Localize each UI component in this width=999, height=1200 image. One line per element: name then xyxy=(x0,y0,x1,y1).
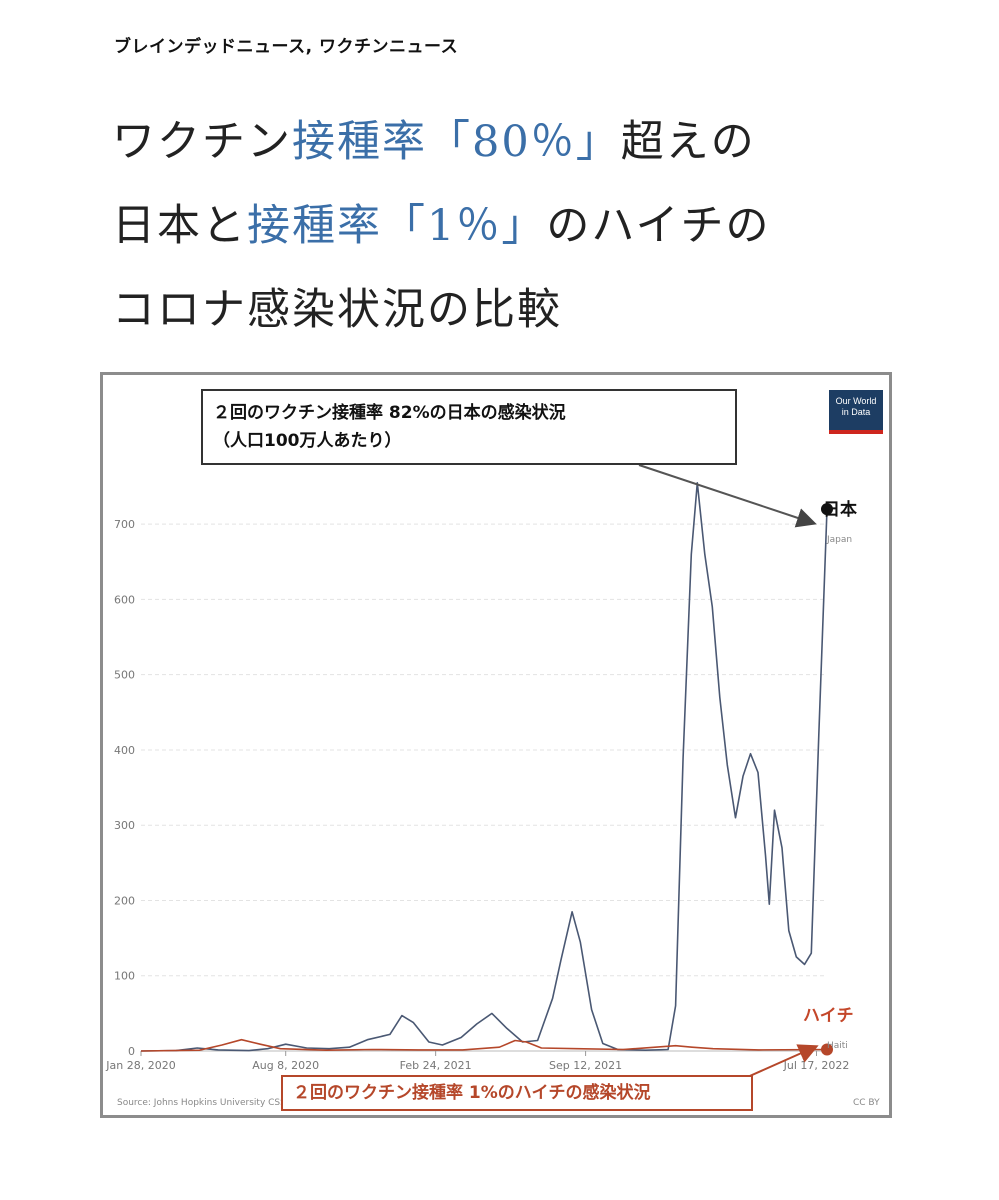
license-note[interactable]: CC BY xyxy=(853,1098,880,1108)
japan-label: 日本 xyxy=(823,500,857,520)
japan-callout-line: （人口100万人あたり） xyxy=(213,431,402,451)
y-axis: 0 100 200 300 400 500 600 700 xyxy=(114,518,135,1058)
logo-line: in Data xyxy=(841,407,871,417)
x-axis: Jan 28, 2020 Aug 8, 2020 Feb 24, 2021 Sep 1… xyxy=(105,1051,849,1072)
y-tick-label: 100 xyxy=(114,970,135,983)
headline-segment: ワクチン xyxy=(112,117,292,167)
x-tick-label: Jan 28, 2020 xyxy=(105,1059,175,1072)
series-lines xyxy=(140,482,833,1056)
headline-line-2: 日本と接種率「1％」のハイチの xyxy=(112,184,771,268)
series-tag-haiti: Haiti xyxy=(827,1041,848,1051)
series-line-haiti xyxy=(140,1038,828,1052)
source-note: Source: Johns Hopkins University CSSE C xyxy=(117,1098,301,1108)
y-tick-label: 300 xyxy=(114,819,135,832)
headline-line-1: ワクチン接種率「80％」超えの xyxy=(112,100,771,184)
haiti-label: ハイチ xyxy=(803,1006,854,1026)
y-tick-label: 400 xyxy=(114,744,135,757)
headline-segment: 超えの xyxy=(620,117,756,167)
x-tick-label: Aug 8, 2020 xyxy=(252,1059,319,1072)
grid-lines xyxy=(141,523,827,1052)
haiti-callout-arrow xyxy=(742,1044,819,1080)
series-end-marker-haiti xyxy=(821,1043,833,1056)
headline-segment: コロナ感染状況の比較 xyxy=(112,285,562,335)
series-end-marker-japan xyxy=(821,503,833,516)
x-tick-label: Sep 12, 2021 xyxy=(549,1059,622,1072)
headline-segment: 日本と xyxy=(112,201,247,251)
line-chart: 0 100 200 300 400 500 600 700 Jan 28, 2020 Aug 8… xyxy=(105,464,880,1108)
article-headline: ワクチン接種率「80％」超えの 日本と接種率「1％」のハイチの コロナ感染状況の… xyxy=(112,100,771,352)
japan-callout: ２回のワクチン接種率 82%の日本の感染状況 （人口100万人あたり） xyxy=(201,389,737,465)
y-tick-label: 600 xyxy=(114,593,135,606)
headline-line-3: コロナ感染状況の比較 xyxy=(112,268,771,352)
logo-line: Our World xyxy=(835,396,877,406)
x-tick-label: Jul 17, 2022 xyxy=(783,1059,850,1072)
japan-callout-arrow xyxy=(638,464,817,528)
series-tag-japan: Japan xyxy=(826,535,852,545)
chart-image: 0 100 200 300 400 500 600 700 Jan 28, 2020 Aug 8… xyxy=(100,372,892,1118)
haiti-callout: ２回のワクチン接種率 1%のハイチの感染状況 xyxy=(281,1075,753,1111)
headline-segment-accent: 接種率「1％」 xyxy=(247,201,547,251)
series-line-japan xyxy=(140,482,828,1052)
owid-logo[interactable]: Our World in Data xyxy=(829,390,883,434)
headline-segment-accent: 接種率「80％」 xyxy=(292,117,621,167)
y-tick-label: 700 xyxy=(114,518,135,531)
x-tick-label: Feb 24, 2021 xyxy=(400,1059,472,1072)
y-tick-label: 0 xyxy=(128,1045,135,1058)
category-label[interactable]: ブレインデッドニュース, ワクチンニュース xyxy=(114,37,459,57)
japan-callout-line: ２回のワクチン接種率 82%の日本の感染状況 xyxy=(213,403,566,423)
y-tick-label: 500 xyxy=(114,669,135,682)
y-tick-label: 200 xyxy=(114,894,135,907)
headline-segment: のハイチの xyxy=(546,201,771,251)
